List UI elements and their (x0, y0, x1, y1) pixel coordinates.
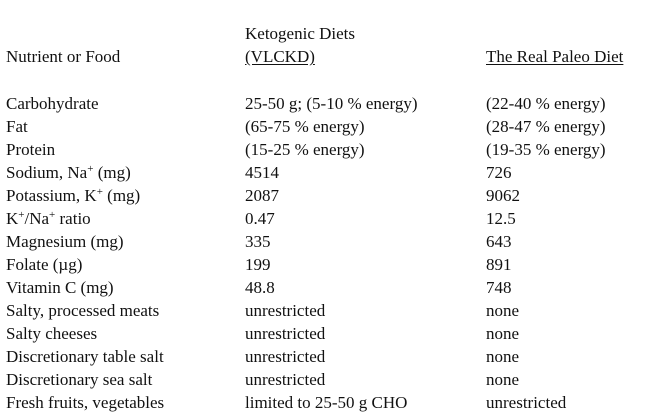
nutrient-name: Salty, processed meats (6, 301, 160, 320)
header-real-paleo-diet: The Real Paleo Diet (486, 47, 624, 66)
nutrient-name: Carbohydrate (6, 94, 99, 113)
nutrient-name: Fresh fruits, vegetables (6, 393, 165, 412)
keto-value: 25-50 g; (5-10 % energy) (245, 94, 418, 113)
table-row: Fat (65-75 % energy) (28-47 % energy) (0, 115, 662, 138)
table-row: Fresh fruits, vegetables limited to 25-5… (0, 391, 662, 414)
table-row: Magnesium (mg) 335 643 (0, 230, 662, 253)
keto-value: unrestricted (245, 370, 326, 389)
header-vlckd: (VLCKD) (245, 47, 315, 66)
table-row: Salty, processed meats unrestricted none (0, 299, 662, 322)
name-text-suffix: (mg) (93, 163, 131, 182)
nutrient-name: K+/Na+ ratio (6, 207, 91, 230)
table-row: Discretionary sea salt unrestricted none (0, 368, 662, 391)
keto-value: 2087 (245, 186, 279, 205)
table-row: Discretionary table salt unrestricted no… (0, 345, 662, 368)
keto-value: unrestricted (245, 347, 326, 366)
superscript: + (49, 209, 56, 221)
keto-value: unrestricted (245, 301, 326, 320)
name-text-mid: /Na (24, 209, 50, 228)
table-row: Folate (µg) 199 891 (0, 253, 662, 276)
nutrient-name: Sodium, Na+ (mg) (6, 161, 131, 184)
paleo-value: none (486, 370, 520, 389)
table-row: Carbohydrate 25-50 g; (5-10 % energy) (2… (0, 92, 662, 115)
superscript: + (87, 163, 94, 175)
paleo-value: 891 (486, 255, 512, 274)
name-text-suffix: ratio (55, 209, 91, 228)
nutrient-name: Salty cheeses (6, 324, 98, 343)
paleo-value: 12.5 (486, 209, 516, 228)
keto-value: 0.47 (245, 209, 275, 228)
name-text-suffix: (mg) (102, 186, 141, 205)
nutrient-name: Potassium, K+ (mg) (6, 184, 140, 207)
keto-value: (15-25 % energy) (245, 140, 365, 159)
table-row: Vitamin C (mg) 48.8 748 (0, 276, 662, 299)
keto-value: (65-75 % energy) (245, 117, 365, 136)
table-row: Salty cheeses unrestricted none (0, 322, 662, 345)
nutrient-name: Magnesium (mg) (6, 232, 124, 251)
nutrient-name: Discretionary sea salt (6, 370, 153, 389)
keto-value: 4514 (245, 163, 279, 182)
keto-value: 48.8 (245, 278, 275, 297)
paleo-value: none (486, 347, 520, 366)
paleo-value: (28-47 % energy) (486, 117, 606, 136)
table-body: Carbohydrate 25-50 g; (5-10 % energy) (2… (0, 92, 662, 414)
table-row: Sodium, Na+ (mg) 4514 726 (0, 161, 662, 184)
superscript: + (18, 209, 25, 221)
keto-value: limited to 25-50 g CHO (245, 393, 408, 412)
keto-value: unrestricted (245, 324, 326, 343)
keto-value: 199 (245, 255, 271, 274)
paleo-value: 9062 (486, 186, 520, 205)
name-text: K (6, 209, 19, 228)
paleo-value: none (486, 301, 520, 320)
table-row: Protein (15-25 % energy) (19-35 % energy… (0, 138, 662, 161)
paleo-value: 726 (486, 163, 512, 182)
header-ketogenic-diets: Ketogenic Diets (245, 24, 355, 43)
paleo-value: 643 (486, 232, 512, 251)
superscript: + (96, 186, 103, 198)
nutrient-name: Protein (6, 140, 56, 159)
table-row: K+/Na+ ratio 0.47 12.5 (0, 207, 662, 230)
nutrient-name: Discretionary table salt (6, 347, 164, 366)
paleo-value: (19-35 % energy) (486, 140, 606, 159)
table-row: Potassium, K+ (mg) 2087 9062 (0, 184, 662, 207)
header-nutrient-or-food: Nutrient or Food (6, 47, 121, 66)
nutrient-name: Fat (6, 117, 28, 136)
name-text: Sodium, Na (6, 163, 88, 182)
paleo-value: none (486, 324, 520, 343)
paleo-value: (22-40 % energy) (486, 94, 606, 113)
nutrient-name: Folate (µg) (6, 255, 83, 274)
name-text: Potassium, K (6, 186, 97, 205)
keto-value: 335 (245, 232, 271, 251)
paleo-value: 748 (486, 278, 512, 297)
paleo-value: unrestricted (486, 393, 567, 412)
nutrient-name: Vitamin C (mg) (6, 278, 114, 297)
